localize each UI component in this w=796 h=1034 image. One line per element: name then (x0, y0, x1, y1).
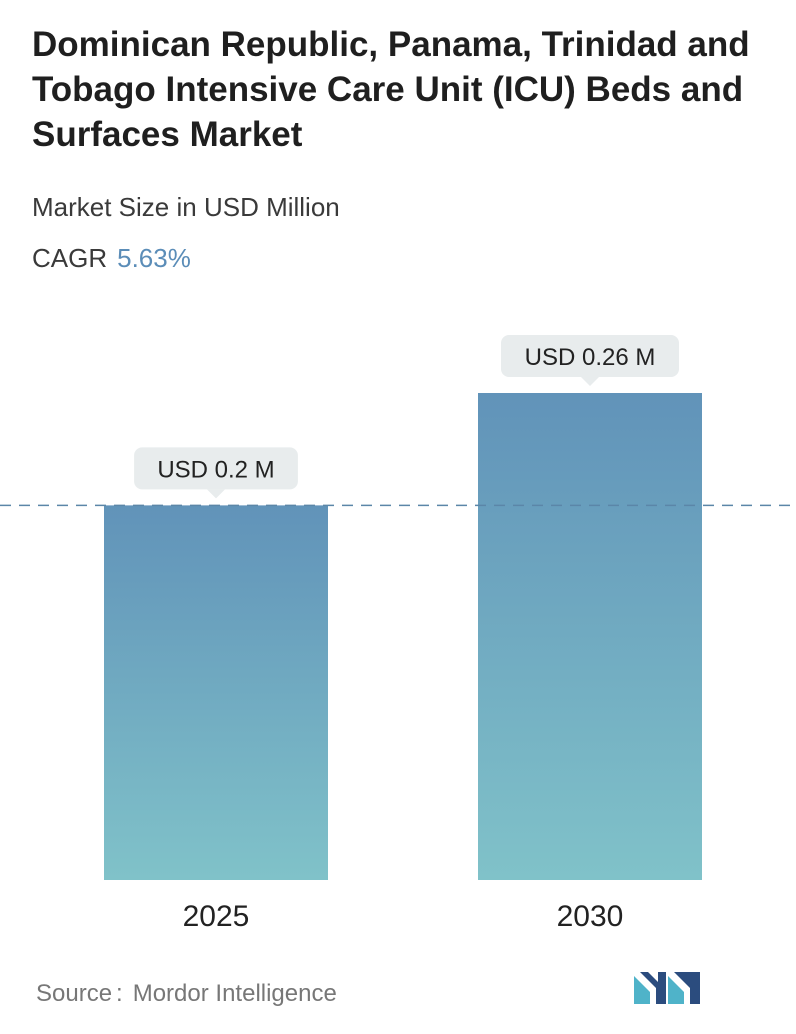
source-separator: : (116, 980, 123, 1007)
data-label-bg-2025 (134, 447, 298, 490)
cagr-label: CAGR (32, 243, 108, 273)
bar-2025 (104, 505, 328, 880)
data-label-pointer-2025 (207, 489, 225, 499)
source-line: Source: Mordor Intelligence (36, 980, 337, 1008)
cagr-value: 5.63% (117, 243, 191, 273)
source-name: Mordor Intelligence (132, 980, 337, 1007)
cagr-row: CAGR 5.63% (32, 243, 191, 274)
data-label-pointer-2030 (581, 377, 599, 386)
source-label: Source (36, 980, 113, 1007)
data-label-2025: USD 0.2 M (157, 456, 274, 483)
bar-2030 (478, 393, 702, 880)
data-label-2030: USD 0.26 M (525, 344, 656, 371)
mordor-intelligence-logo-icon (634, 972, 700, 1004)
data-label-bg-2030 (501, 335, 679, 377)
chart-subtitle: Market Size in USD Million (32, 192, 340, 222)
chart-title: Dominican Republic, Panama, Trinidad and… (32, 25, 750, 154)
x-tick-label-2025: 2025 (183, 900, 250, 933)
bar-chart: USD 0.2 M USD 0.26 M 2025 2030 (0, 335, 796, 933)
x-tick-label-2030: 2030 (557, 900, 624, 933)
